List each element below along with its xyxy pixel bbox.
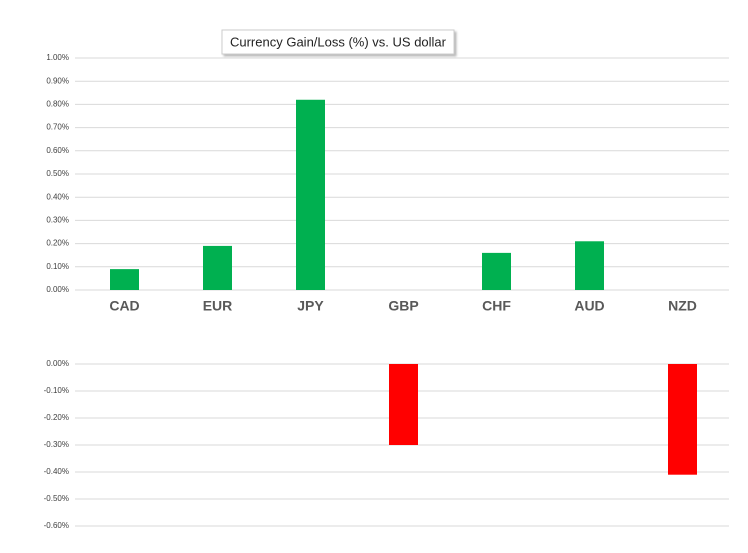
y-tick-label: 0.40% bbox=[46, 192, 69, 201]
x-tick-label: JPY bbox=[297, 298, 324, 314]
y-tick-label: -0.40% bbox=[44, 467, 69, 476]
x-tick-label: CHF bbox=[482, 298, 511, 314]
y-tick-label: 1.00% bbox=[46, 53, 69, 62]
chart-title: Currency Gain/Loss (%) vs. US dollar bbox=[230, 34, 447, 49]
y-tick-label: -0.60% bbox=[44, 521, 69, 530]
y-tick-label: 0.90% bbox=[46, 76, 69, 85]
bar bbox=[575, 241, 604, 290]
y-tick-label: 0.50% bbox=[46, 169, 69, 178]
x-tick-label: CAD bbox=[109, 298, 139, 314]
y-tick-label: 0.60% bbox=[46, 146, 69, 155]
y-tick-label: 0.80% bbox=[46, 100, 69, 109]
bar bbox=[110, 269, 139, 290]
y-tick-label: -0.50% bbox=[44, 494, 69, 503]
y-tick-label: 0.70% bbox=[46, 123, 69, 132]
y-tick-label: 0.20% bbox=[46, 239, 69, 248]
bar bbox=[203, 245, 232, 290]
title-box bbox=[221, 29, 455, 55]
bar bbox=[668, 364, 697, 475]
y-tick-label: 0.30% bbox=[46, 216, 69, 225]
x-tick-label: NZD bbox=[668, 298, 697, 314]
x-tick-label: GBP bbox=[388, 298, 418, 314]
bar bbox=[296, 99, 325, 290]
y-tick-label: -0.20% bbox=[44, 413, 69, 422]
bar bbox=[389, 364, 418, 445]
x-tick-label: AUD bbox=[574, 298, 604, 314]
y-tick-label: 0.00% bbox=[46, 359, 69, 368]
y-tick-label: 0.00% bbox=[46, 285, 69, 294]
y-tick-label: -0.10% bbox=[44, 386, 69, 395]
bar bbox=[482, 252, 511, 290]
x-tick-label: EUR bbox=[203, 298, 233, 314]
y-tick-label: -0.30% bbox=[44, 440, 69, 449]
y-tick-label: 0.10% bbox=[46, 262, 69, 271]
